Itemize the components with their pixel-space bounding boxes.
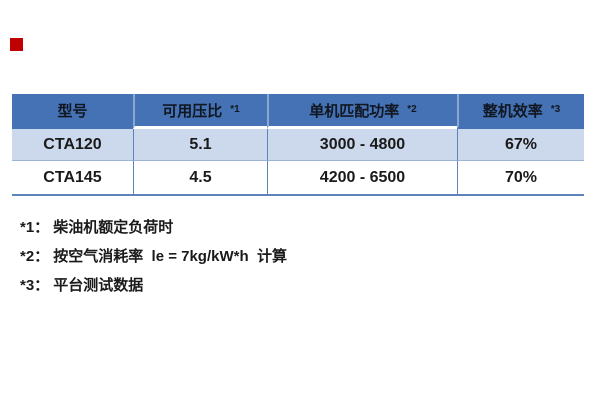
- table-row: CTA145 4.5 4200 - 6500 70%: [12, 161, 584, 194]
- cell-efficiency: 67%: [457, 129, 584, 161]
- spec-table: 型号 可用压比 *1 单机匹配功率 *2 整机效率 *3 CTA120 5.1 …: [12, 94, 584, 196]
- red-square-marker: [10, 38, 23, 51]
- footnote-1: *1： 柴油机额定负荷时: [20, 212, 287, 241]
- footnote-3: *3： 平台测试数据: [20, 270, 287, 299]
- header-label-pressure-ratio: 可用压比: [162, 102, 223, 120]
- footnote-3-marker: *3：: [20, 277, 50, 294]
- header-label-model: 型号: [57, 102, 88, 120]
- footnote-1-text: 柴油机额定负荷时: [53, 219, 174, 236]
- cell-model: CTA145: [12, 161, 133, 194]
- footnote-2: *2： 按空气消耗率 le = 7kg/kW*h 计算: [20, 241, 287, 270]
- cell-efficiency: 70%: [457, 161, 584, 194]
- footnote-1-marker: *1：: [20, 219, 50, 236]
- footnote-ref-1: *1: [230, 103, 240, 115]
- header-cell-model: 型号: [12, 94, 133, 129]
- footnote-ref-3: *3: [550, 103, 561, 115]
- cell-pressure-ratio: 5.1: [133, 129, 267, 161]
- footnote-2-text: 按空气消耗率 le = 7kg/kW*h 计算: [53, 248, 287, 265]
- footnote-3-text: 平台测试数据: [53, 277, 144, 294]
- header-cell-pressure-ratio: 可用压比 *1: [133, 94, 267, 129]
- footnote-2-marker: *2：: [20, 248, 50, 265]
- cell-power-range: 3000 - 4800: [267, 129, 457, 161]
- table-row: CTA120 5.1 3000 - 4800 67%: [12, 129, 584, 161]
- table-header-row: 型号 可用压比 *1 单机匹配功率 *2 整机效率 *3: [12, 94, 584, 129]
- footnotes: *1： 柴油机额定负荷时 *2： 按空气消耗率 le = 7kg/kW*h 计算…: [20, 212, 287, 299]
- footnote-ref-2: *2: [407, 103, 417, 115]
- header-label-efficiency: 整机效率: [482, 102, 543, 120]
- cell-power-range: 4200 - 6500: [267, 161, 457, 194]
- cell-pressure-ratio: 4.5: [133, 161, 267, 194]
- header-cell-efficiency: 整机效率 *3: [457, 94, 584, 129]
- header-cell-power-range: 单机匹配功率 *2: [267, 94, 457, 129]
- cell-model: CTA120: [12, 129, 133, 161]
- header-label-power-range: 单机匹配功率: [309, 102, 400, 120]
